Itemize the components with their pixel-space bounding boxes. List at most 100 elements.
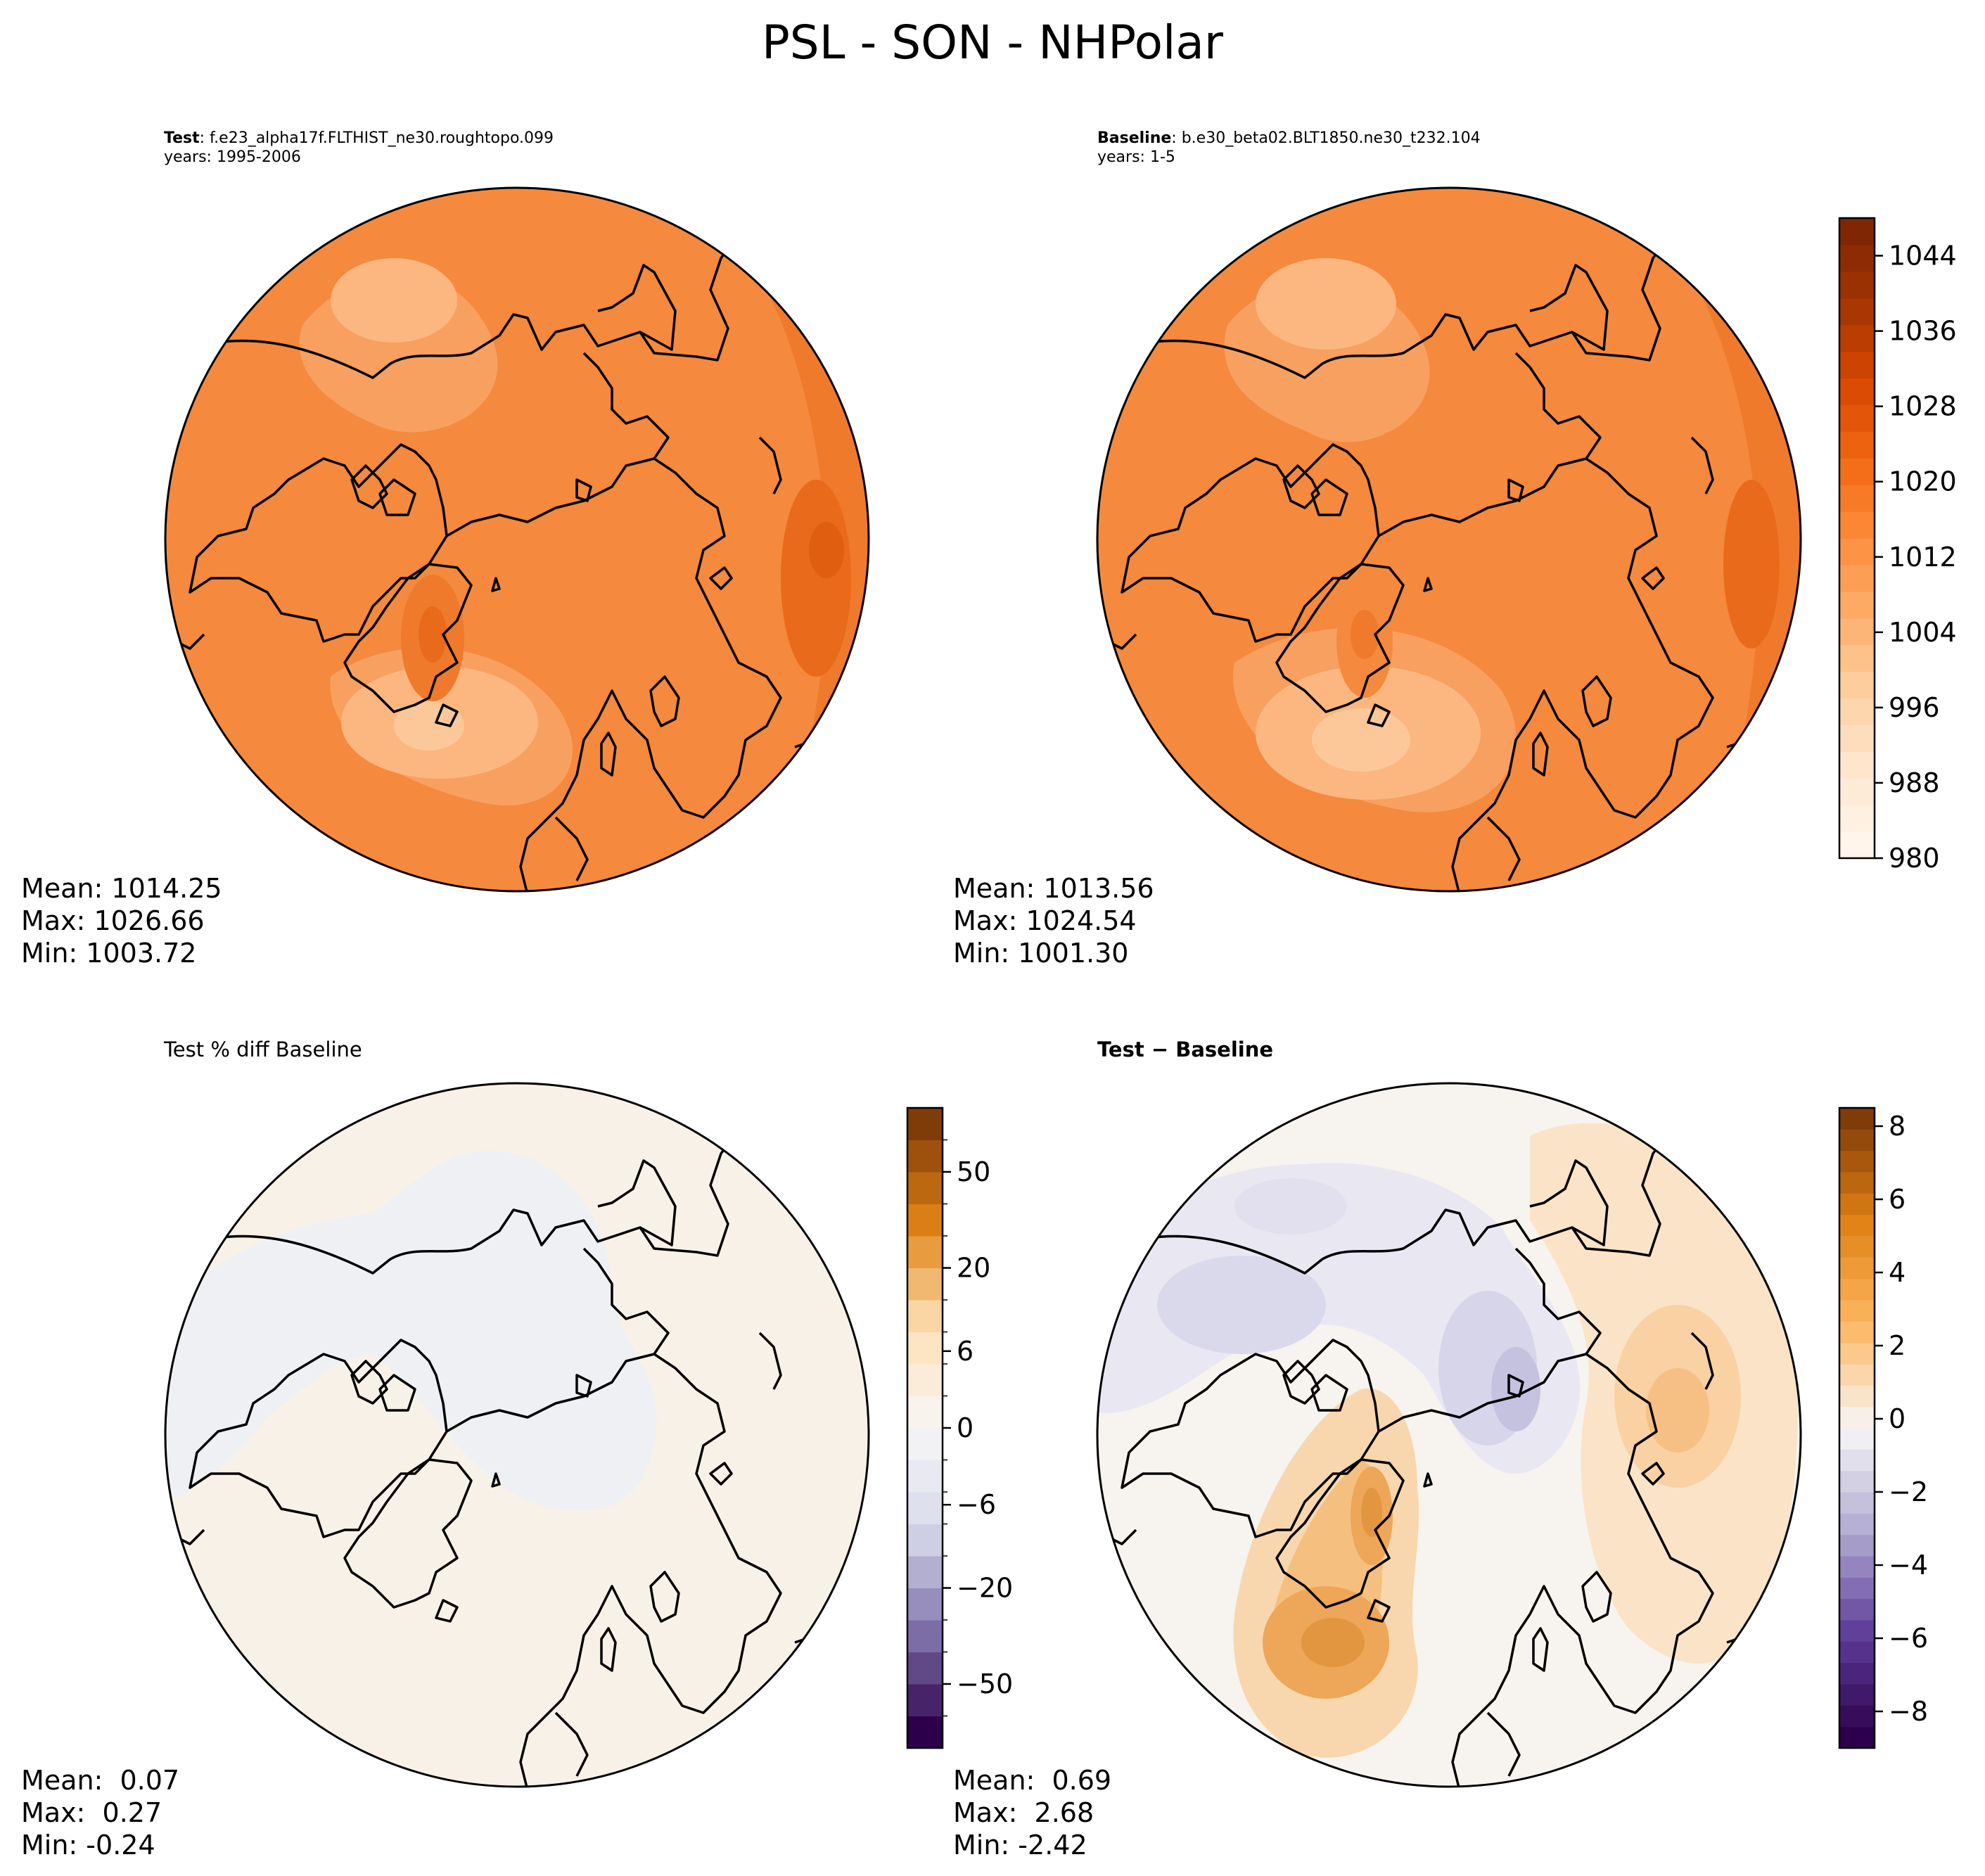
pct-diff-boundary	[164, 1082, 870, 1788]
abs-diff-colorbar-level	[1839, 1385, 1875, 1408]
baseline-boundary	[1096, 186, 1802, 893]
pct-diff-colorbar-level	[907, 1716, 943, 1749]
abs-diff-colorbar-level	[1839, 1321, 1875, 1344]
pct-diff-colorbar-tick-label: −50	[957, 1668, 1013, 1699]
abs-diff-colorbar-level	[1839, 1150, 1875, 1173]
pct-diff-colorbar-tick-label: 50	[957, 1156, 990, 1187]
pct-diff-colorbar-level	[907, 1204, 943, 1237]
psl-colorbar-level	[1839, 351, 1875, 378]
psl-colorbar-level	[1839, 218, 1875, 245]
abs-diff-colorbar-level	[1839, 1534, 1875, 1557]
test-map	[164, 186, 870, 893]
psl-colorbar-level	[1839, 725, 1875, 752]
abs-diff-colorbar-level	[1839, 1556, 1875, 1578]
psl-colorbar-level	[1839, 618, 1875, 646]
test-label: Test	[164, 129, 200, 147]
psl-colorbar-level	[1839, 324, 1875, 352]
abs-diff-colorbar-level	[1839, 1214, 1875, 1237]
abs-diff-colorbar-tick-label: −6	[1889, 1623, 1928, 1654]
pct-diff-colorbar-tick-label: 20	[957, 1253, 990, 1284]
figure-title: PSL - SON - NHPolar	[762, 15, 1223, 70]
baseline-stats: Mean: 1013.56 Max: 1024.54 Min: 1001.30	[953, 872, 1154, 969]
abs-diff-colorbar-level	[1839, 1278, 1875, 1301]
pct-diff-colorbar-tick-label: −6	[957, 1489, 996, 1520]
psl-colorbar: 980 988 996 1004 1012 1020 1028 1036 1044	[1838, 217, 1957, 874]
abs-diff-stats: Mean: 0.69 Max: 2.68 Min: -2.42	[953, 1764, 1111, 1861]
pct-diff-colorbar-tick-label: 6	[957, 1336, 974, 1367]
pct-diff-colorbar-level	[907, 1268, 943, 1301]
psl-colorbar-frame	[1838, 217, 1876, 860]
pct-diff-colorbar-level	[907, 1172, 943, 1204]
pct-diff-colorbar-level	[907, 1140, 943, 1173]
pct-diff-colorbar-level	[907, 1556, 943, 1588]
pct-diff-colorbar-level	[907, 1492, 943, 1524]
pct-diff-mean: Mean: 0.07	[21, 1765, 180, 1796]
psl-colorbar-tick-label: 988	[1889, 767, 1940, 798]
abs-diff-colorbar-tick-label: 4	[1889, 1257, 1906, 1288]
abs-diff-min: Min: -2.42	[953, 1830, 1087, 1861]
abs-diff-colorbar-level	[1839, 1364, 1875, 1386]
abs-diff-map	[1096, 1082, 1802, 1788]
pct-diff-colorbar-level	[907, 1588, 943, 1621]
pct-diff-colorbar-level	[907, 1524, 943, 1557]
baseline-max: Max: 1024.54	[953, 905, 1137, 936]
baseline-map	[1096, 186, 1802, 893]
test-case: : f.e23_alpha17f.FLTHIST_ne30.roughtopo.…	[199, 129, 554, 147]
abs-diff-colorbar-level	[1839, 1406, 1875, 1429]
psl-colorbar-level	[1839, 564, 1875, 592]
pct-diff-stats: Mean: 0.07 Max: 0.27 Min: -0.24	[21, 1764, 179, 1861]
abs-diff-colorbar-level	[1839, 1257, 1875, 1280]
abs-diff-colorbar-level	[1839, 1705, 1875, 1728]
pct-diff-colorbar-level	[907, 1396, 943, 1429]
psl-colorbar-level	[1839, 698, 1875, 725]
pct-diff-colorbar-level	[907, 1684, 943, 1716]
abs-diff-colorbar: 8 6 4 2 0 −2 −4 −6 −8	[1838, 1106, 1928, 1749]
pct-diff-colorbar-level	[907, 1236, 943, 1268]
psl-colorbar-level	[1839, 244, 1875, 272]
pct-diff-colorbar-level	[907, 1332, 943, 1365]
abs-diff-colorbar-tick-label: 2	[1889, 1330, 1906, 1361]
abs-diff-colorbar-level	[1839, 1620, 1875, 1642]
pct-diff-max: Max: 0.27	[21, 1797, 162, 1828]
abs-diff-colorbar-level	[1839, 1726, 1875, 1749]
test-mean: Mean: 1014.25	[21, 873, 222, 904]
baseline-case: : b.e30_beta02.BLT1850.ne30_t232.104	[1171, 129, 1481, 147]
abs-diff-max: Max: 2.68	[953, 1797, 1094, 1828]
abs-diff-mean: Mean: 0.69	[953, 1765, 1112, 1796]
abs-diff-colorbar-level	[1839, 1236, 1875, 1258]
abs-diff-colorbar-tick-label: 8	[1889, 1111, 1906, 1142]
abs-diff-colorbar-tick-label: −4	[1889, 1550, 1928, 1581]
pct-diff-min: Min: -0.24	[21, 1830, 155, 1861]
abs-diff-colorbar-level	[1839, 1449, 1875, 1472]
baseline-years: years: 1-5	[1097, 148, 1175, 166]
psl-colorbar-tick-label: 1020	[1889, 466, 1957, 497]
abs-diff-boundary	[1096, 1082, 1802, 1788]
abs-diff-colorbar-level	[1839, 1470, 1875, 1493]
abs-diff-colorbar-level	[1839, 1193, 1875, 1215]
psl-colorbar-level	[1839, 485, 1875, 512]
psl-colorbar-level	[1839, 378, 1875, 405]
abs-diff-colorbar-level	[1839, 1108, 1875, 1130]
baseline-mean: Mean: 1013.56	[953, 873, 1154, 904]
abs-diff-colorbar-level	[1839, 1577, 1875, 1600]
abs-diff-colorbar-level	[1839, 1662, 1875, 1685]
abs-diff-colorbar-tick-label: 6	[1889, 1184, 1906, 1215]
psl-colorbar-level	[1839, 591, 1875, 619]
abs-diff-colorbar-tick-label: −2	[1889, 1476, 1928, 1507]
pct-diff-map	[164, 1082, 870, 1788]
psl-colorbar-level	[1839, 431, 1875, 459]
psl-colorbar-level	[1839, 511, 1875, 539]
test-max: Max: 1026.66	[21, 905, 205, 936]
test-min: Min: 1003.72	[21, 938, 197, 969]
psl-colorbar-level	[1839, 751, 1875, 779]
psl-colorbar-level	[1839, 458, 1875, 485]
pct-diff-colorbar-level	[907, 1428, 943, 1460]
test-boundary	[164, 186, 870, 893]
psl-colorbar-tick-label: 996	[1889, 692, 1940, 723]
abs-diff-colorbar-tick-label: −8	[1889, 1696, 1928, 1727]
abs-diff-colorbar-level	[1839, 1492, 1875, 1514]
psl-colorbar-tick-label: 1028	[1889, 391, 1957, 422]
psl-colorbar-level	[1839, 805, 1875, 832]
psl-colorbar-tick-label: 1036	[1889, 316, 1957, 347]
psl-colorbar-level	[1839, 298, 1875, 326]
